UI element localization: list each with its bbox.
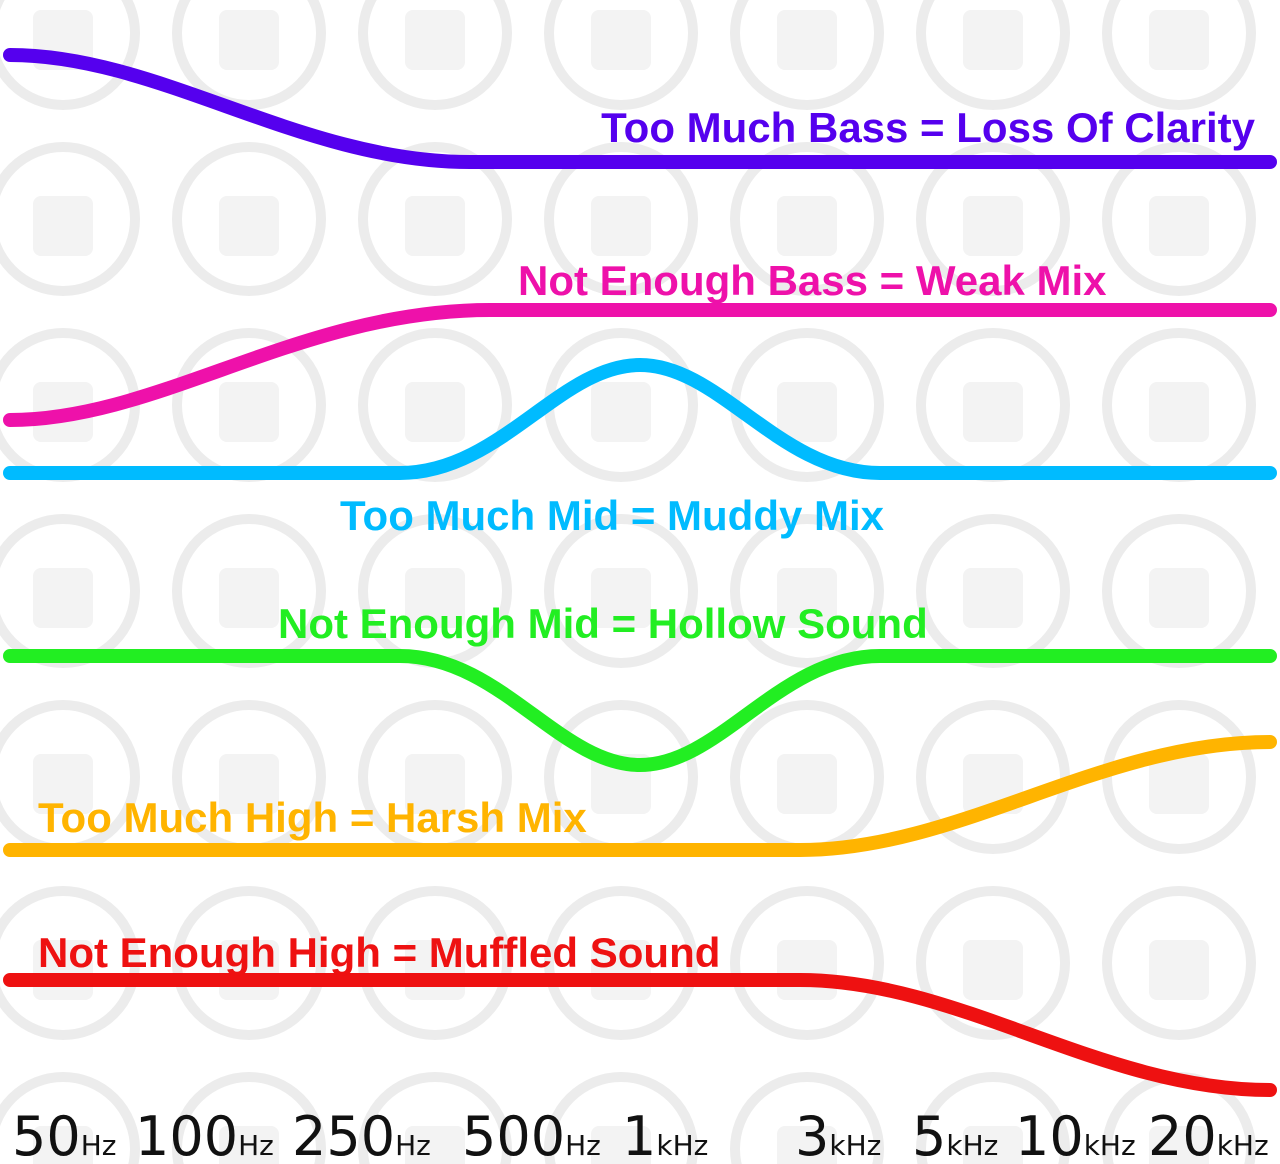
- curve: [3, 48, 1277, 169]
- curve-label: Too Much High = Harsh Mix: [38, 794, 587, 841]
- frequency-axis: 50Hz 100Hz 250Hz 500Hz 1kHz 3kHz 5kHz 10kHz 20kH…: [12, 1105, 1269, 1164]
- curve: [3, 973, 1277, 1097]
- frequency-unit: kHz: [656, 1129, 708, 1162]
- frequency-number: 500: [462, 1105, 565, 1164]
- frequency-number: 3: [795, 1105, 829, 1164]
- frequency-unit: kHz: [1217, 1129, 1269, 1162]
- curve: [3, 735, 1277, 857]
- frequency-unit: Hz: [238, 1129, 274, 1162]
- frequency-number: 20: [1148, 1105, 1217, 1164]
- frequency-unit: Hz: [395, 1129, 431, 1162]
- frequency-label: 500Hz: [462, 1105, 601, 1164]
- curve-label: Not Enough Mid = Hollow Sound: [278, 600, 928, 647]
- frequency-unit: Hz: [565, 1129, 601, 1162]
- frequency-unit: kHz: [1084, 1129, 1136, 1162]
- curve: [3, 358, 1277, 480]
- frequency-unit: kHz: [946, 1129, 998, 1162]
- frequency-label: 10kHz: [1015, 1105, 1136, 1164]
- frequency-label: 1kHz: [622, 1105, 708, 1164]
- frequency-number: 5: [912, 1105, 946, 1164]
- frequency-unit: kHz: [829, 1129, 881, 1162]
- frequency-number: 1: [622, 1105, 656, 1164]
- frequency-label: 50Hz: [12, 1105, 116, 1164]
- curve: [3, 649, 1277, 772]
- frequency-label: 20kHz: [1148, 1105, 1269, 1164]
- frequency-label: 5kHz: [912, 1105, 998, 1164]
- curve-label: Too Much Mid = Muddy Mix: [340, 492, 885, 539]
- frequency-label: 3kHz: [795, 1105, 881, 1164]
- curve-label: Too Much Bass = Loss Of Clarity: [601, 104, 1255, 151]
- curve-label: Not Enough Bass = Weak Mix: [518, 257, 1107, 304]
- frequency-number: 50: [12, 1105, 81, 1164]
- frequency-unit: Hz: [81, 1129, 117, 1162]
- frequency-label: 250Hz: [292, 1105, 431, 1164]
- frequency-number: 100: [135, 1105, 238, 1164]
- frequency-number: 250: [292, 1105, 395, 1164]
- curve: [3, 303, 1277, 427]
- curve-label: Not Enough High = Muffled Sound: [38, 929, 720, 976]
- frequency-label: 100Hz: [135, 1105, 274, 1164]
- frequency-number: 10: [1015, 1105, 1084, 1164]
